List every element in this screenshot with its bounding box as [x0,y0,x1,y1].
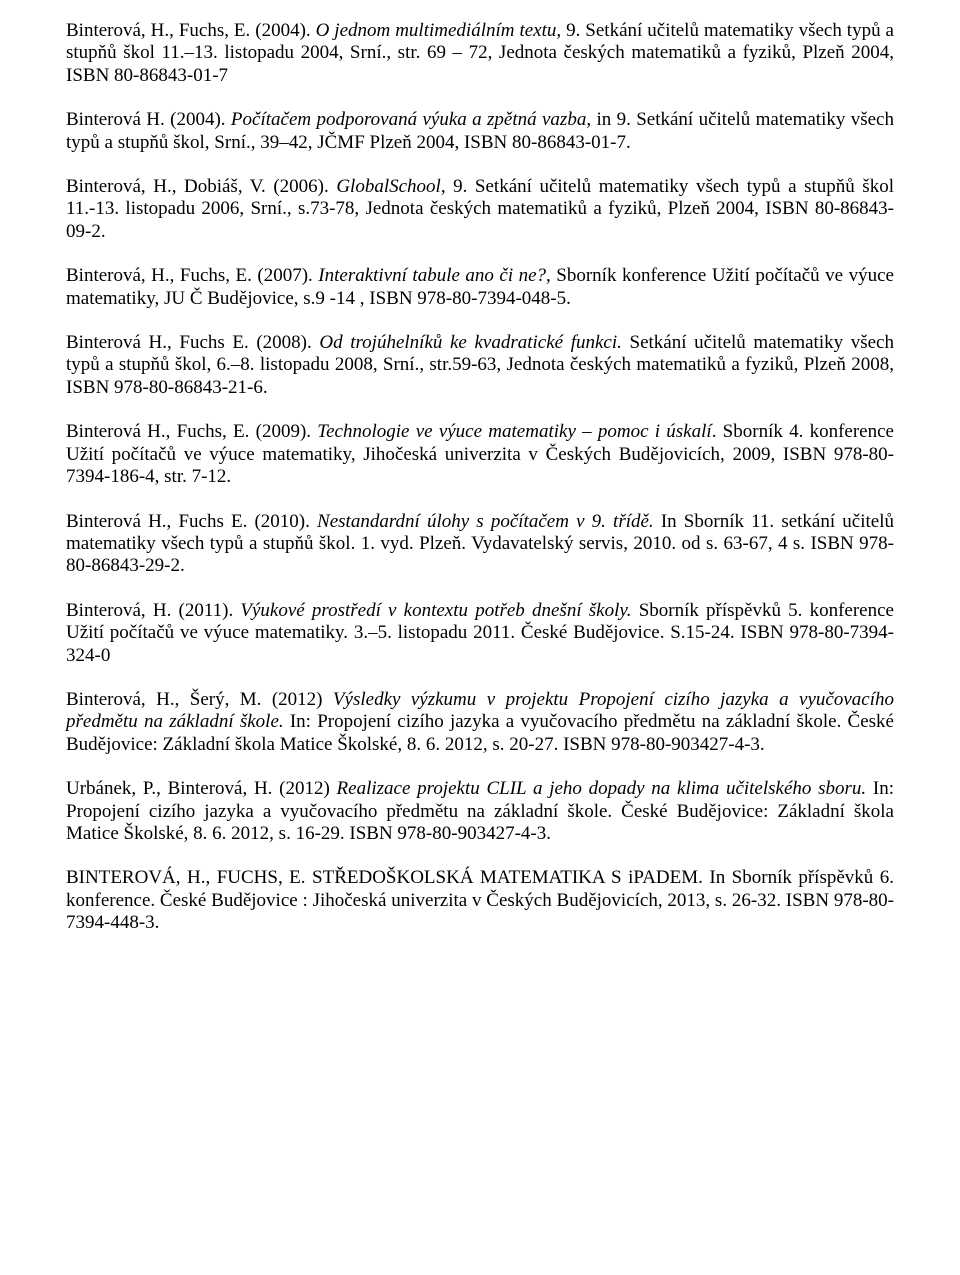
reference-entry: Binterová, H., Šerý, M. (2012) Výsledky … [66,689,894,756]
reference-entry: Binterová H. (2004). Počítačem podporova… [66,109,894,154]
reference-text: Binterová, H., Fuchs, E. (2007). [66,265,318,286]
reference-text: Binterová, H., Šerý, M. (2012) [66,689,333,710]
reference-entry: Binterová, H., Fuchs, E. (2004). O jedno… [66,20,894,87]
reference-title: Realizace projektu CLIL a jeho dopady na… [337,778,867,799]
reference-entry: Binterová, H., Dobiáš, V. (2006). Global… [66,176,894,243]
bibliography-page: Binterová, H., Fuchs, E. (2004). O jedno… [66,20,894,935]
reference-title: Od trojúhelníků ke kvadratické funkci. [319,332,622,353]
reference-title: Výukové prostředí v kontextu potřeb dneš… [240,600,631,621]
reference-text: Urbánek, P., Binterová, H. (2012) [66,778,337,799]
reference-text: Binterová H., Fuchs E. (2010). [66,511,317,532]
reference-title: Počítačem podporovaná výuka a zpětná vaz… [231,109,586,130]
reference-entry: Binterová, H., Fuchs, E. (2007). Interak… [66,265,894,310]
reference-entry: Binterová H., Fuchs, E. (2009). Technolo… [66,421,894,488]
reference-entry: Urbánek, P., Binterová, H. (2012) Realiz… [66,778,894,845]
reference-text: Binterová, H. (2011). [66,600,240,621]
reference-text: Binterová H., Fuchs, E. (2009). [66,421,317,442]
reference-title: Nestandardní úlohy s počítačem v 9. tříd… [317,511,654,532]
reference-title: GlobalSchool [336,176,441,197]
reference-title: O jednom multimediálním textu, [316,20,562,41]
reference-title: Interaktivní tabule ano či ne? [318,265,546,286]
reference-entry: Binterová H., Fuchs E. (2010). Nestandar… [66,511,894,578]
reference-text: BINTEROVÁ, H., FUCHS, E. STŘEDOŠKOLSKÁ M… [66,867,894,933]
reference-text: Binterová H., Fuchs E. (2008). [66,332,319,353]
reference-entry: Binterová, H. (2011). Výukové prostředí … [66,600,894,667]
reference-text: Binterová, H., Fuchs, E. (2004). [66,20,316,41]
reference-text: Binterová H. (2004). [66,109,231,130]
reference-entry: Binterová H., Fuchs E. (2008). Od trojúh… [66,332,894,399]
reference-text: Binterová, H., Dobiáš, V. (2006). [66,176,336,197]
reference-entry: BINTEROVÁ, H., FUCHS, E. STŘEDOŠKOLSKÁ M… [66,867,894,934]
reference-title: Technologie ve výuce matematiky – pomoc … [317,421,711,442]
